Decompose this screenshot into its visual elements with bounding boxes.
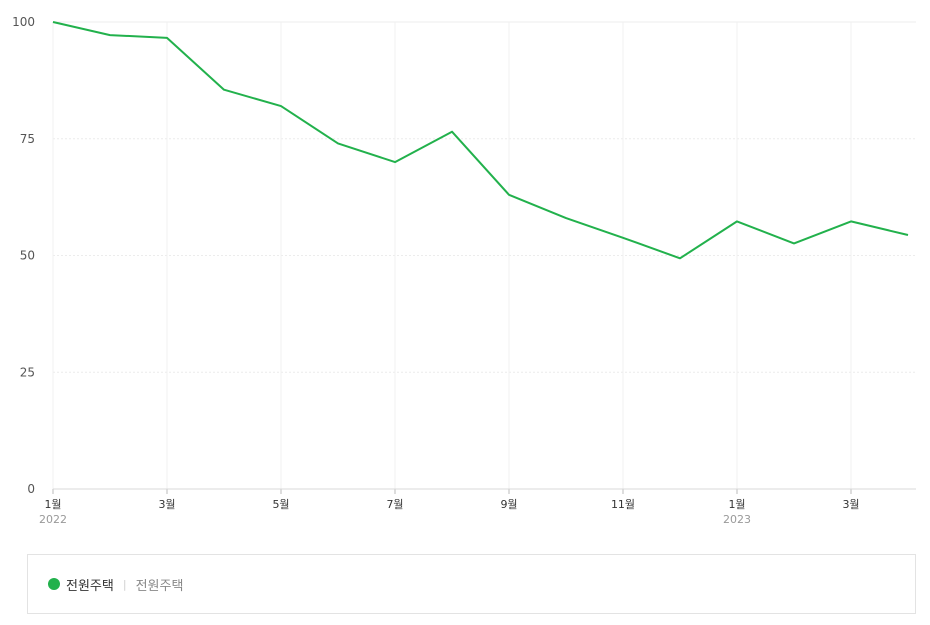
legend-series-label: 전원주택 bbox=[66, 578, 114, 594]
x-tick-label: 5월 bbox=[272, 498, 289, 511]
x-tick-label: 1월 bbox=[44, 498, 61, 511]
chart-series bbox=[52, 21, 909, 260]
legend-marker-icon bbox=[48, 578, 60, 590]
x-axis: 1월 2022 3월 5월 7월 9월 11월 1월 2023 3월 bbox=[39, 488, 916, 526]
chart-gridlines bbox=[52, 21, 916, 489]
x-tick-label: 3월 bbox=[158, 498, 175, 511]
y-tick-label: 50 bbox=[20, 249, 35, 263]
x-tick-label: 3월 bbox=[842, 498, 859, 511]
legend-series-sublabel: 전원주택 bbox=[135, 578, 184, 594]
legend: 전원주택 | 전원주택 bbox=[27, 554, 916, 614]
x-tick-label: 1월 bbox=[728, 498, 745, 511]
y-tick-label: 25 bbox=[20, 365, 35, 379]
x-tick-label: 7월 bbox=[386, 498, 403, 511]
y-tick-label: 0 bbox=[27, 482, 35, 496]
y-tick-label: 75 bbox=[20, 132, 35, 146]
x-tick-year-label: 2023 bbox=[723, 513, 751, 526]
legend-item-series[interactable]: 전원주택 | 전원주택 bbox=[48, 555, 183, 613]
line-chart: 0 25 50 75 100 1월 2022 3월 5월 7월 9월 11월 1월 2023 3월 bbox=[12, 15, 916, 526]
x-tick-year-label: 2022 bbox=[39, 513, 67, 526]
legend-separator: | bbox=[122, 577, 127, 591]
y-axis: 0 25 50 75 100 bbox=[12, 15, 35, 496]
x-tick-label: 9월 bbox=[500, 498, 517, 511]
x-tick-label: 11월 bbox=[611, 498, 635, 511]
series-line bbox=[52, 21, 909, 260]
y-tick-label: 100 bbox=[12, 15, 35, 29]
